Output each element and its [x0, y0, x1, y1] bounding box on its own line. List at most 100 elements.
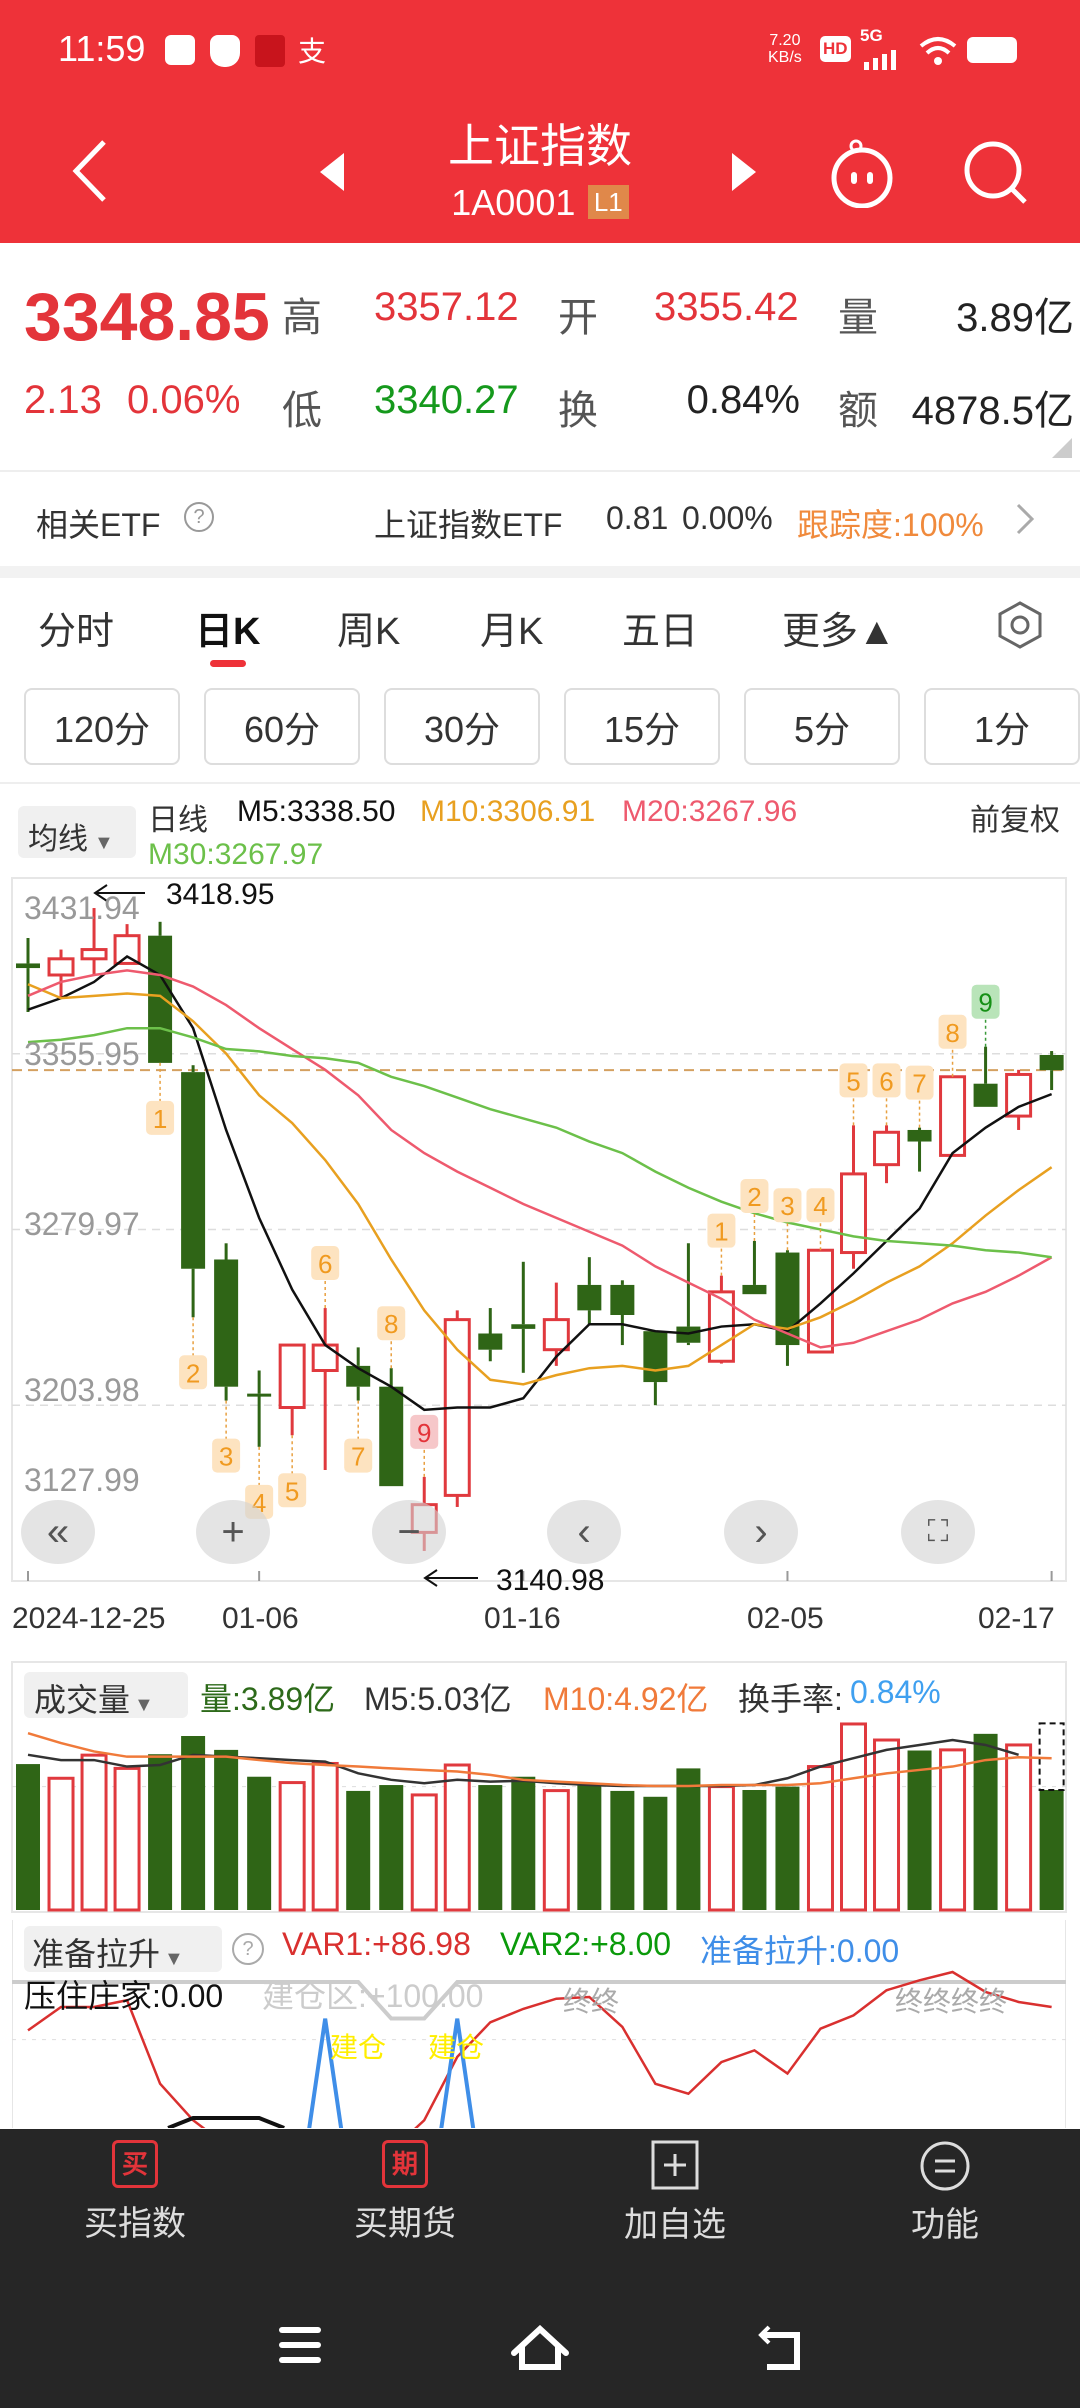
period-5min[interactable]: 5分: [744, 688, 900, 765]
td-count-marker: 2: [740, 1178, 769, 1241]
back-nav-icon[interactable]: [755, 2325, 805, 2371]
tab-monthly-k[interactable]: 月K: [480, 611, 544, 653]
expand-quote-icon[interactable]: [1052, 438, 1072, 458]
volume-bar: [80, 1753, 108, 1912]
td-marker-number: 8: [384, 1309, 398, 1339]
buy-index-button[interactable]: 买 买指数: [35, 2140, 235, 2245]
search-icon[interactable]: [963, 140, 1029, 206]
zoom-out-button[interactable]: −: [372, 1500, 446, 1564]
robot-assistant-icon[interactable]: [826, 138, 898, 208]
last-price: 3348.85: [24, 279, 270, 355]
period-120min[interactable]: 120分: [24, 688, 180, 765]
td-count-marker: 1: [146, 1062, 175, 1135]
buy-futures-label: 买期货: [354, 2205, 456, 2243]
recent-apps-icon[interactable]: [277, 2325, 323, 2365]
td-count-marker: 5: [278, 1435, 307, 1508]
indicator-help-icon[interactable]: ?: [232, 1933, 264, 1965]
min-price-label: 3140.98: [496, 1564, 605, 1597]
prev-stock-icon[interactable]: [320, 153, 346, 191]
candle-body: [113, 934, 141, 965]
bottom-bar: [0, 2129, 1080, 2408]
candle-body: [311, 1343, 339, 1373]
settings-icon[interactable]: [995, 600, 1045, 650]
candle-body: [742, 1284, 767, 1295]
candle-body: [873, 1130, 901, 1167]
candle: [47, 949, 75, 999]
candle: [973, 1046, 998, 1107]
period-30min[interactable]: 30分: [384, 688, 540, 765]
td-marker-number: 1: [153, 1104, 167, 1134]
td-count-marker: 7: [905, 1065, 934, 1128]
tab-daily-k[interactable]: 日K: [195, 611, 261, 653]
section-separator: [0, 566, 1080, 578]
var1-legend: VAR1:+86.98: [282, 1926, 471, 1962]
td-marker-badge: [806, 1188, 835, 1223]
stock-code: 1A0001: [451, 182, 576, 223]
help-icon[interactable]: ?: [184, 502, 214, 532]
tab-five-day[interactable]: 五日: [622, 611, 699, 653]
low-label: 低: [282, 389, 322, 433]
period-60min[interactable]: 60分: [204, 688, 360, 765]
next-button[interactable]: ›: [724, 1500, 798, 1564]
divider: [0, 782, 1080, 784]
volume-indicator-selector[interactable]: 成交量 ▼: [24, 1672, 188, 1718]
low-value: 3340.27: [374, 378, 519, 422]
amount-value: 4878.5亿: [911, 389, 1074, 433]
indicator-selector[interactable]: 准备拉升 ▼: [24, 1926, 222, 1972]
y-tick-label: 3203.98: [24, 1372, 140, 1408]
turnover-rate-value: 0.84%: [850, 1674, 941, 1710]
candle-body: [478, 1333, 503, 1350]
candle-body: [379, 1386, 404, 1487]
volume-bar: [840, 1722, 867, 1912]
tab-weekly-k[interactable]: 周K: [337, 611, 401, 653]
candle: [840, 1125, 867, 1269]
tab-more[interactable]: 更多▲: [782, 611, 896, 653]
net-speed: 7.20 KB/s: [768, 32, 802, 66]
td-marker-number: 8: [945, 1018, 959, 1048]
zoom-in-button[interactable]: +: [196, 1500, 270, 1564]
home-icon[interactable]: [510, 2325, 570, 2371]
period-15min[interactable]: 15分: [564, 688, 720, 765]
candle-body: [247, 1393, 272, 1397]
candle-body: [181, 1072, 206, 1269]
tab-intraday[interactable]: 分时: [38, 611, 115, 653]
candle: [311, 1308, 339, 1470]
candle: [148, 921, 173, 1063]
add-watchlist-button[interactable]: 加自选: [575, 2140, 775, 2246]
next-stock-icon[interactable]: [732, 153, 758, 191]
period-1min[interactable]: 1分: [924, 688, 1080, 765]
candle-body: [577, 1284, 602, 1311]
td-marker-number: 4: [813, 1191, 827, 1221]
volume-value: 3.89亿: [956, 296, 1074, 340]
volume-bar: [47, 1776, 75, 1912]
functions-button[interactable]: 功能: [845, 2140, 1045, 2246]
candle-body: [511, 1324, 536, 1329]
turnover-label: 换: [558, 389, 598, 433]
ma-line-m20: [27, 969, 1053, 1349]
candle-body: [542, 1318, 570, 1352]
app-header: 11:59 支 7.20 KB/s HD 5G 上证指数 1A0001 L1: [0, 0, 1080, 243]
open-label: 开: [558, 296, 598, 340]
high-value: 3357.12: [374, 285, 519, 329]
candle: [742, 1240, 767, 1295]
prev-button[interactable]: ‹: [547, 1500, 621, 1564]
volume-bar: [311, 1761, 339, 1912]
rewind-button[interactable]: «: [21, 1500, 95, 1564]
ma-selector[interactable]: 均线 ▼: [18, 806, 136, 858]
related-etf-row[interactable]: 相关ETF ? 上证指数ETF 0.81 0.00% 跟踪度:100%: [0, 472, 1080, 566]
td-marker-badge: [311, 1246, 340, 1281]
indicator-selector-label: 准备拉升: [32, 1936, 161, 1972]
td-marker-badge: [410, 1414, 439, 1449]
signal-bars-icon: [864, 50, 896, 70]
back-icon[interactable]: [70, 138, 110, 204]
status-time: 11:59: [58, 28, 146, 69]
td-marker-number: 1: [714, 1217, 728, 1247]
candle-body: [16, 963, 40, 969]
y-tick-label: 3431.94: [24, 890, 140, 926]
buy-futures-button[interactable]: 期 买期货: [305, 2140, 505, 2245]
td-marker-badge: [839, 1063, 868, 1098]
fullscreen-button[interactable]: ⛶: [901, 1500, 975, 1564]
adjust-mode[interactable]: 前复权: [970, 804, 1060, 837]
candle: [379, 1368, 404, 1487]
